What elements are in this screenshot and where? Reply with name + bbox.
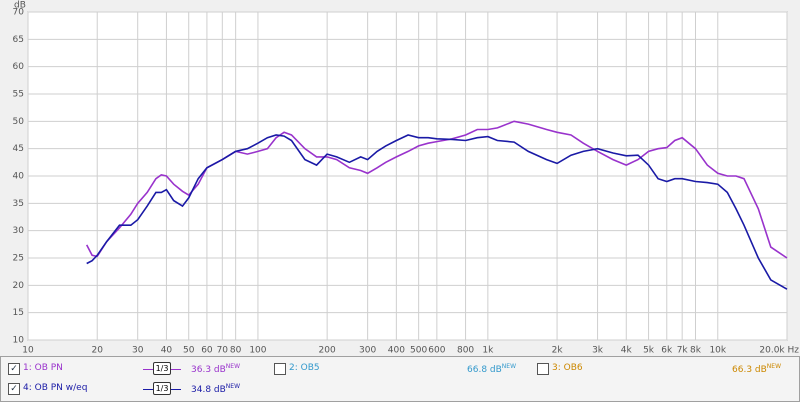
y-tick-label: 40 [13, 172, 25, 182]
trace-level: 66.3 dBNEW [732, 363, 782, 375]
x-tick-label: 800 [457, 346, 474, 356]
x-tick-label: 70 [217, 346, 229, 356]
y-tick-label: 60 [13, 62, 25, 72]
x-tick-label: 30 [132, 346, 144, 356]
y-tick-label: 15 [13, 308, 24, 318]
smoothing-button[interactable]: 1/3 [153, 382, 171, 395]
smoothing-button[interactable]: 1/3 [153, 362, 171, 375]
y-tick-label: 55 [13, 90, 24, 100]
series-line [86, 134, 788, 290]
x-tick-label: 7k [677, 346, 689, 356]
x-tick-label: 6k [661, 346, 673, 356]
checkbox[interactable]: ✓ [8, 363, 20, 375]
trace-name[interactable]: 1: OB PN [23, 363, 63, 373]
trace-level: 34.8 dBNEW [191, 383, 241, 395]
x-tick-label: 20 [91, 346, 103, 356]
y-tick-label: 65 [13, 35, 24, 45]
trace-name[interactable]: 4: OB PN w/eq [23, 383, 88, 393]
x-tick-label: 10k [709, 346, 726, 356]
x-tick-label: 80 [230, 346, 242, 356]
y-tick-label: 20 [13, 281, 25, 291]
trace-level: 36.3 dBNEW [191, 363, 241, 375]
new-badge: NEW [225, 383, 241, 390]
x-tick-label: 100 [249, 346, 266, 356]
new-badge: NEW [225, 363, 241, 370]
x-tick-label: 600 [428, 346, 445, 356]
y-tick-label: 45 [13, 144, 24, 154]
new-badge: NEW [766, 363, 782, 370]
y-tick-label: 50 [13, 117, 25, 127]
y-tick-label: 30 [13, 226, 25, 236]
y-tick-label: 10 [13, 336, 25, 346]
trace-level: 66.8 dBNEW [467, 363, 517, 375]
y-tick-label: 25 [13, 254, 24, 264]
y-axis-label: dB [14, 1, 26, 11]
new-badge: NEW [501, 363, 517, 370]
trace-name[interactable]: 2: OB5 [289, 363, 320, 373]
trace-panel: ✓ 1: OB PN 1/3 36.3 dBNEW ✓ 4: OB PN w/eq 1/3 3… [0, 356, 800, 402]
x-tick-label: 40 [161, 346, 173, 356]
x-tick-label: 10 [22, 346, 34, 356]
x-tick-label: 300 [359, 346, 376, 356]
x-tick-label: 50 [183, 346, 195, 356]
x-tick-label: 200 [319, 346, 336, 356]
x-tick-label: 500 [410, 346, 427, 356]
trace-name[interactable]: 3: OB6 [552, 363, 583, 373]
x-tick-label: 8k [690, 346, 702, 356]
x-tick-label: 5k [643, 346, 655, 356]
x-tick-label: 20.0k Hz [759, 346, 799, 356]
x-tick-label: 3k [592, 346, 604, 356]
x-tick-label: 400 [388, 346, 405, 356]
checkbox[interactable]: ✓ [8, 383, 20, 395]
y-tick-label: 70 [13, 8, 25, 18]
chart: dB 10 15 20 25 30 35 40 45 50 55 60 65 70 10 20 30 40 50 6… [13, 1, 800, 356]
x-tick-label: 2k [552, 346, 564, 356]
checkbox[interactable] [537, 363, 549, 375]
x-tick-label: 1k [482, 346, 494, 356]
y-tick-label: 35 [13, 199, 24, 209]
x-tick-label: 4k [621, 346, 633, 356]
checkbox[interactable] [274, 363, 286, 375]
series-line [85, 120, 788, 259]
x-tick-label: 60 [201, 346, 213, 356]
